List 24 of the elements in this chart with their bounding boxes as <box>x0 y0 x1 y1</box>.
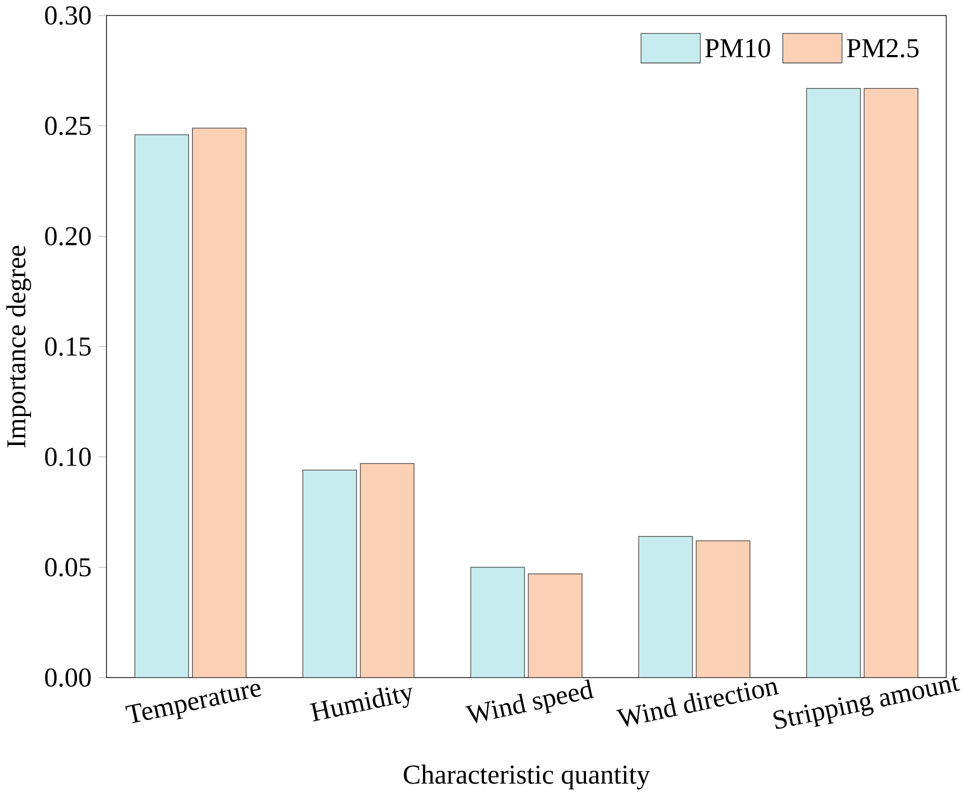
bar <box>134 134 189 678</box>
bar <box>360 463 414 678</box>
bar <box>638 536 693 678</box>
x-tick-label: Wind speed <box>465 679 594 724</box>
bar <box>302 470 357 678</box>
y-tick-label: 0.05 <box>45 558 91 577</box>
bar <box>528 574 582 678</box>
y-tick-label: 0.15 <box>45 337 91 356</box>
y-axis-title: Importance degree <box>6 246 32 448</box>
bar <box>192 128 246 678</box>
y-tick-label: 0.30 <box>45 6 91 25</box>
y-tick-label: 0.20 <box>45 227 91 246</box>
x-tick-label: Temperature <box>125 684 262 724</box>
y-tick-label: 0.00 <box>45 668 91 687</box>
x-axis-title: Characteristic quantity <box>404 764 650 790</box>
y-tick-label: 0.25 <box>45 116 91 136</box>
x-tick-label: Humidity <box>310 688 412 722</box>
bar <box>806 88 861 678</box>
bar <box>864 88 918 678</box>
legend-label: PM2.5 <box>846 39 919 58</box>
legend-label: PM10 <box>705 39 770 58</box>
y-tick-label: 0.10 <box>45 448 91 466</box>
bar <box>470 567 525 678</box>
bar <box>696 540 750 678</box>
